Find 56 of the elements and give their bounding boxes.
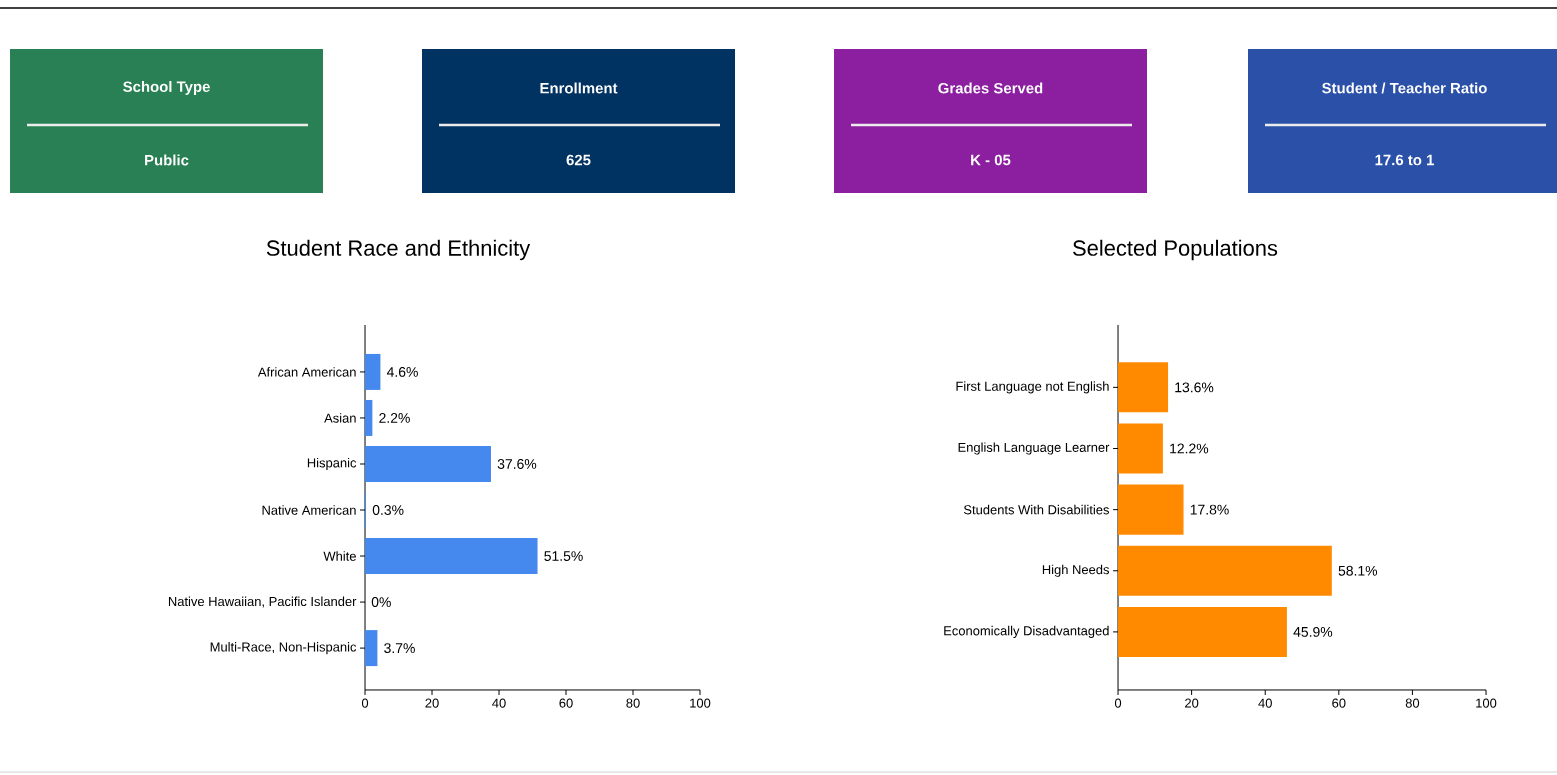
text: Grades Served — [938, 82, 1043, 94]
text: Public — [145, 154, 189, 166]
data-label: 2.2% — [379, 413, 410, 423]
x-tick-label: 60 — [559, 698, 573, 708]
data-label: 12.2% — [1170, 443, 1209, 454]
y-tick-label: Economically Disadvantaged — [944, 625, 1109, 638]
x-tick-label: 0 — [1114, 698, 1122, 708]
y-tick-label: Multi-Race, Non-Hispanic — [210, 642, 357, 655]
text: Student / Teacher Ratio — [1322, 82, 1487, 94]
x-tick-label: 60 — [1332, 698, 1346, 708]
y-tick-label: White — [323, 551, 356, 561]
text: 17.6 to 1 — [1375, 154, 1434, 166]
y-tick-label: Students With Disabilities — [963, 504, 1110, 515]
y-tick-label: Hispanic — [307, 457, 357, 471]
x-tick-label: 100 — [1476, 698, 1497, 708]
data-label: 3.7% — [384, 643, 415, 654]
y-tick-label: Native American — [262, 505, 356, 515]
bar — [365, 399, 373, 436]
y-tick-label: First Language not English — [956, 381, 1109, 394]
x-tick-label: 0 — [361, 698, 369, 708]
data-label: 58.1% — [1338, 565, 1378, 576]
bar — [365, 445, 491, 482]
text: K - 05 — [971, 154, 1011, 166]
data-label: 45.9% — [1293, 626, 1333, 637]
text: School Type — [123, 81, 210, 95]
y-tick-label: Asian — [324, 413, 356, 423]
data-label: 0.3% — [372, 505, 404, 515]
text: Enrollment — [540, 82, 618, 94]
chart-title: Selected Populations — [1073, 239, 1278, 261]
bar — [1118, 484, 1184, 535]
bar — [365, 538, 538, 575]
x-tick-label: 100 — [690, 698, 711, 708]
x-tick-label: 40 — [1258, 698, 1272, 708]
y-tick-label: African American — [257, 367, 356, 377]
data-label: 0% — [371, 597, 391, 608]
data-label: 13.6% — [1175, 382, 1214, 393]
bar — [1118, 606, 1287, 657]
x-tick-label: 80 — [1405, 698, 1420, 708]
chart-title: Student Race and Ethnicity — [266, 239, 531, 261]
y-tick-label: Native Hawaiian, Pacific Islander — [168, 596, 357, 608]
x-tick-label: 80 — [626, 698, 640, 708]
bar — [1118, 362, 1169, 413]
data-label: 51.5% — [544, 551, 583, 561]
data-label: 4.6% — [386, 366, 418, 377]
bar — [1118, 545, 1332, 596]
data-label: 17.8% — [1190, 504, 1229, 515]
y-tick-label: High Needs — [1042, 564, 1110, 577]
bar — [365, 630, 378, 667]
x-tick-label: 20 — [1185, 698, 1199, 708]
x-tick-label: 40 — [492, 698, 506, 708]
bar — [365, 353, 381, 390]
y-tick-label: English Language Learner — [958, 442, 1110, 455]
x-tick-label: 20 — [425, 698, 439, 708]
bar — [1118, 423, 1163, 474]
text: 625 — [566, 154, 591, 166]
data-label: 37.6% — [497, 459, 537, 469]
